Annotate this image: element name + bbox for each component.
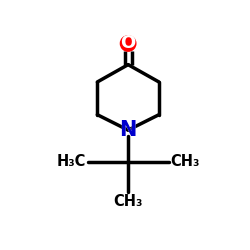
Circle shape xyxy=(120,36,136,51)
Text: H₃C: H₃C xyxy=(56,154,86,169)
Text: CH₃: CH₃ xyxy=(114,194,143,208)
Text: CH₃: CH₃ xyxy=(170,154,200,169)
Text: N: N xyxy=(120,120,137,140)
Text: N: N xyxy=(120,120,137,140)
Text: O: O xyxy=(120,34,136,52)
